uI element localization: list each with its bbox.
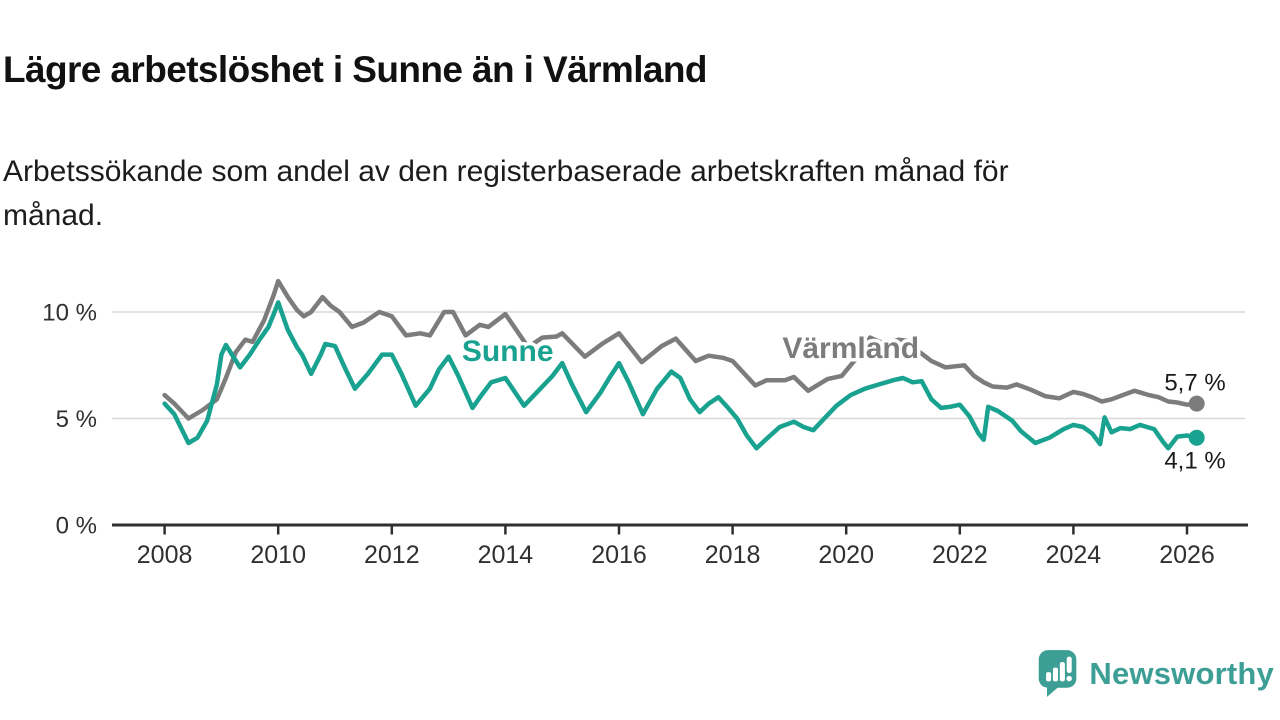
newsworthy-logo: Newsworthy	[1036, 648, 1274, 700]
gridlines	[112, 311, 1245, 420]
x-tick-label-2010: 2010	[250, 541, 306, 569]
y-tick-label-0: 0 %	[56, 513, 97, 540]
x-tick-label-2008: 2008	[137, 541, 193, 569]
x-tick-label-2020: 2020	[818, 541, 874, 569]
x-tick-label-2024: 2024	[1046, 541, 1102, 569]
chart-labels: Värmland 5,7 % Sunne 4,1 %	[458, 328, 1225, 475]
x-tick-label-2022: 2022	[932, 541, 988, 569]
chart-subtitle-line-2: månad.	[3, 199, 104, 232]
series-label-sunne: Sunne	[462, 335, 554, 368]
newsworthy-bar-chart-icon	[1039, 650, 1077, 697]
chart-subtitle: Arbetssökande som andel av den registerb…	[3, 150, 1178, 238]
chart-subtitle-line-1: Arbetssökande som andel av den registerb…	[3, 155, 1009, 188]
x-tick-label-2012: 2012	[364, 541, 420, 569]
x-tick-label-2018: 2018	[705, 541, 761, 569]
series-lines	[162, 278, 1199, 451]
x-tick-label-2026: 2026	[1159, 541, 1215, 569]
x-tick-label-2016: 2016	[591, 541, 647, 569]
series-end-dot-sunne	[1188, 429, 1205, 446]
x-tick-label-2014: 2014	[478, 541, 534, 569]
series-end-dot-vrmland	[1188, 395, 1205, 412]
series-line-sunne	[162, 300, 1199, 451]
y-tick-label-10: 10 %	[42, 300, 97, 327]
series-label-vrmland: Värmland	[782, 332, 919, 365]
end-value-label-vrmland: 5,7 %	[1164, 370, 1225, 397]
x-axis: 2008 2010 2012 2014 2016 2018 2020 2022 2024 2026…	[42, 300, 1248, 569]
y-tick-label-5: 5 %	[56, 406, 97, 433]
series-line-vrmland	[162, 278, 1199, 421]
newsworthy-wordmark: Newsworthy	[1089, 656, 1274, 691]
end-value-label-sunne: 4,1 %	[1164, 448, 1225, 475]
chart-title: Lägre arbetslöshet i Sunne än i Värmland	[3, 48, 707, 90]
